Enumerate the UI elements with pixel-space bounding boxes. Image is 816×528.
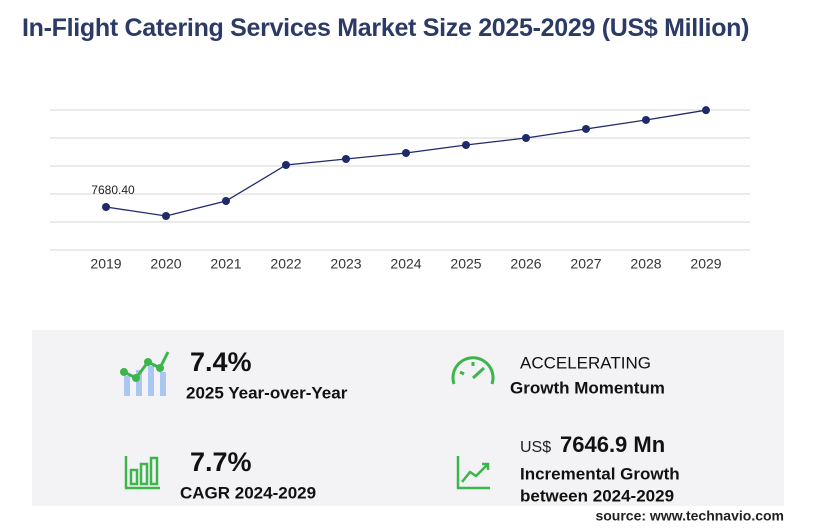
icon-gauge xyxy=(451,356,495,385)
marker xyxy=(162,212,170,221)
x-tick-label: 2024 xyxy=(390,256,421,272)
marker xyxy=(282,160,290,169)
marker xyxy=(582,124,590,133)
x-tick-label: 2022 xyxy=(270,256,301,272)
x-tick-label: 2021 xyxy=(210,256,241,272)
kpi-label: between 2024-2029 xyxy=(520,486,674,505)
marker xyxy=(102,202,110,211)
kpi-value: 7646.9 Mn xyxy=(560,432,665,457)
x-tick-label: 2019 xyxy=(90,256,121,272)
marker xyxy=(642,115,650,124)
marker xyxy=(702,106,710,115)
data-label: 7680.40 xyxy=(91,183,135,197)
x-tick-label: 2020 xyxy=(150,256,181,272)
kpi-value: 7.4% xyxy=(190,347,252,377)
source: source: www.technavio.com xyxy=(595,508,784,524)
icon-growth xyxy=(120,351,170,396)
kpi-unit: US$ xyxy=(520,439,551,456)
x-tick-label: 2025 xyxy=(450,256,481,272)
x-tick-label: 2023 xyxy=(330,256,361,272)
x-tick-label: 2029 xyxy=(690,256,721,272)
kpi-label: Growth Momentum xyxy=(510,378,665,397)
kpi-value: ACCELERATING xyxy=(520,353,651,372)
marker xyxy=(222,197,230,205)
kpi-label: CAGR 2024-2029 xyxy=(180,483,316,502)
x-tick-label: 2028 xyxy=(630,256,661,272)
marker xyxy=(342,155,350,163)
marker xyxy=(522,134,530,142)
icon-trend xyxy=(456,456,490,490)
kpi-value: 7.7% xyxy=(190,447,252,477)
chart-title: In-Flight Catering Services Market Size … xyxy=(22,14,750,42)
marker xyxy=(462,141,470,149)
x-tick-label: 2026 xyxy=(510,256,541,272)
line xyxy=(105,109,707,217)
kpi-label: 2025 Year-over-Year xyxy=(186,383,348,402)
x-tick-label: 2027 xyxy=(570,256,601,272)
icon-bar-chart xyxy=(124,456,160,490)
marker xyxy=(402,149,410,158)
kpi-label: Incremental Growth xyxy=(520,464,680,483)
